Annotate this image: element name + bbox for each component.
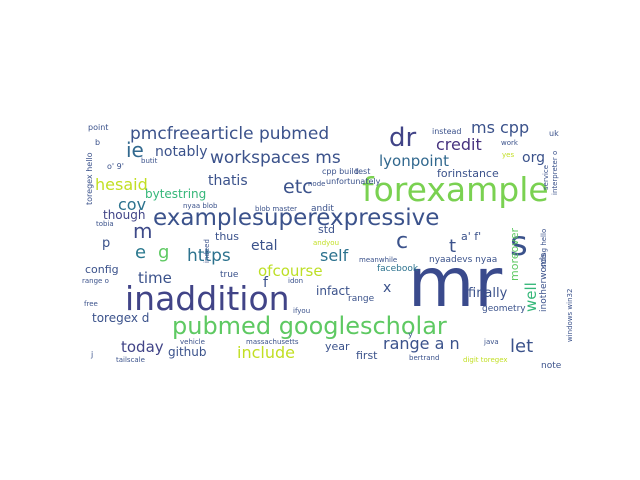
word-bytestring: bytestring: [145, 187, 206, 201]
word-toregex-d: toregex d: [92, 311, 149, 325]
word-indeed: indeed: [203, 239, 211, 263]
word-dr: dr: [389, 123, 417, 153]
word-year: year: [325, 340, 350, 353]
word-blob-master: blob master: [255, 205, 297, 213]
word-finally: finally: [468, 286, 508, 301]
word-node: node: [308, 180, 325, 188]
word-mr: mr: [408, 244, 502, 323]
word-point: point: [88, 123, 108, 132]
word-vehicle: vehicle: [180, 338, 205, 346]
word-etal: etal: [251, 238, 278, 254]
word-time: time: [138, 269, 172, 287]
word-uk: uk: [549, 129, 559, 138]
word-e: e: [135, 242, 146, 263]
word-notably: notably: [155, 144, 208, 160]
word-o-9: o' 9': [107, 162, 124, 171]
word-std: std: [318, 223, 335, 236]
word-examplesuperexpressive: examplesuperexpressive: [153, 205, 439, 231]
word-cov: cov: [118, 195, 146, 214]
word-b: b: [95, 138, 100, 147]
word-massachusetts: massachusetts: [246, 338, 299, 346]
word-windows-win32: windows win32: [566, 289, 574, 342]
word-j: j: [90, 350, 93, 359]
word-include: include: [237, 343, 295, 362]
word-c: c: [396, 229, 408, 254]
word-free: free: [84, 300, 98, 308]
word-config: config: [85, 263, 119, 276]
word-ms-cpp: ms cpp: [471, 118, 529, 137]
word-work: work: [501, 139, 519, 147]
word-f: f: [263, 275, 269, 291]
word-pubmed-googlescholar: pubmed googlescholar: [172, 312, 447, 340]
word-m: m: [133, 219, 152, 243]
word-nyaadevs-nyaa: nyaadevs nyaa: [429, 255, 497, 265]
word-butit: butit: [141, 157, 158, 165]
word-let: let: [510, 336, 533, 357]
word-pmcfreearticle-pubmed: pmcfreearticle pubmed: [130, 124, 329, 144]
word-test: test: [355, 167, 370, 176]
word-workspaces-ms: workspaces ms: [210, 148, 341, 168]
word-y: y: [408, 330, 413, 339]
word-tailscale: tailscale: [116, 356, 145, 364]
word-andit: andit: [311, 204, 334, 214]
word-bertrand: bertrand: [409, 354, 439, 362]
word-instead: instead: [432, 127, 462, 136]
word-andyou: andyou: [313, 239, 339, 247]
word-java: java: [483, 338, 499, 346]
word-digit-toregex: digit toregex: [463, 356, 508, 364]
word-range: range: [348, 294, 375, 304]
word-thus: thus: [215, 230, 239, 243]
word-interpreter: interpreter o: [551, 151, 559, 195]
word-inaddition: inaddition: [125, 279, 290, 318]
word-credit: credit: [436, 135, 482, 154]
word-hesaid: hesaid: [95, 175, 148, 194]
word-org: org: [522, 150, 545, 166]
word-facebook: facebook: [377, 264, 419, 274]
word-first: first: [356, 349, 378, 362]
word-s: s: [510, 224, 528, 264]
word-yes: yes: [502, 151, 514, 159]
word-true: true: [220, 270, 239, 280]
word-forexample: forexample: [362, 170, 549, 209]
word-string-hello: string hello: [540, 229, 548, 268]
word-today: today: [121, 338, 164, 356]
word-a-f: a' f': [461, 230, 481, 243]
word-etc: etc: [283, 176, 313, 198]
word-thatis: thatis: [208, 173, 248, 189]
word-infact: infact: [316, 284, 350, 298]
word-range-a-n: range a n: [383, 334, 460, 353]
word-idon: idon: [288, 277, 303, 285]
word-p: p: [102, 236, 110, 251]
word-toregex-hello: toregex hello: [85, 152, 94, 205]
word-self: self: [320, 246, 349, 265]
word-ie: ie: [126, 138, 144, 162]
word-service: service: [542, 165, 550, 190]
word-note: note: [541, 361, 562, 371]
word-https: https: [187, 246, 231, 266]
word-range-o: range o: [82, 277, 109, 285]
word-well: well: [522, 282, 540, 312]
word-x: x: [383, 280, 391, 296]
word-tobia: tobia: [96, 220, 114, 228]
word-github: github: [168, 345, 206, 359]
word-t: t: [449, 236, 456, 257]
word-moreover: moreover: [508, 227, 521, 281]
word-ofcourse: ofcourse: [258, 262, 323, 280]
word-meanwhile: meanwhile: [359, 256, 397, 264]
word-lyonpoint: lyonpoint: [379, 152, 449, 170]
word-g: g: [158, 242, 169, 263]
word-ifyou: ifyou: [293, 307, 310, 315]
word-inotherwords: inotherwords: [539, 253, 549, 312]
word-though: though: [103, 208, 145, 222]
word-cpp-build: cpp build: [322, 167, 359, 176]
word-forinstance: forinstance: [437, 167, 499, 180]
word-geometry: geometry: [482, 304, 526, 314]
word-nyaa-blob: nyaa blob: [183, 202, 218, 210]
word-unfortunately: unfortunately: [326, 177, 381, 186]
